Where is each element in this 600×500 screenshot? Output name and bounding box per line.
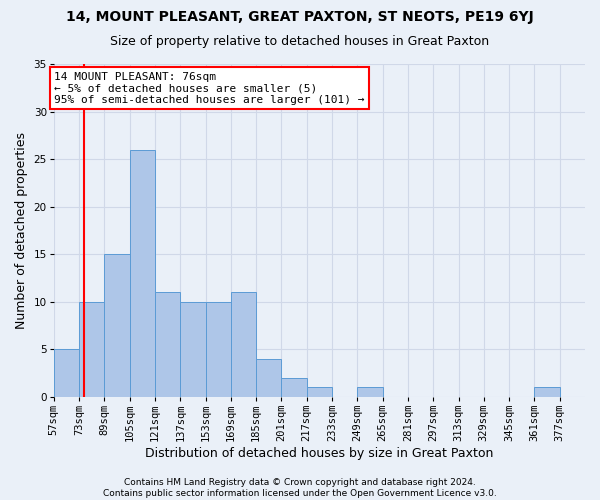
Bar: [307, 388, 332, 397]
Bar: [535, 388, 560, 397]
Bar: [206, 302, 231, 397]
Bar: [155, 292, 180, 397]
Text: Size of property relative to detached houses in Great Paxton: Size of property relative to detached ho…: [110, 35, 490, 48]
Y-axis label: Number of detached properties: Number of detached properties: [15, 132, 28, 329]
Bar: [281, 378, 307, 397]
Bar: [180, 302, 206, 397]
Text: 14 MOUNT PLEASANT: 76sqm
← 5% of detached houses are smaller (5)
95% of semi-det: 14 MOUNT PLEASANT: 76sqm ← 5% of detache…: [54, 72, 365, 105]
Bar: [231, 292, 256, 397]
Bar: [79, 302, 104, 397]
Bar: [130, 150, 155, 397]
Bar: [54, 350, 79, 397]
Text: 14, MOUNT PLEASANT, GREAT PAXTON, ST NEOTS, PE19 6YJ: 14, MOUNT PLEASANT, GREAT PAXTON, ST NEO…: [66, 10, 534, 24]
Bar: [358, 388, 383, 397]
X-axis label: Distribution of detached houses by size in Great Paxton: Distribution of detached houses by size …: [145, 447, 494, 460]
Text: Contains HM Land Registry data © Crown copyright and database right 2024.
Contai: Contains HM Land Registry data © Crown c…: [103, 478, 497, 498]
Bar: [256, 359, 281, 397]
Bar: [104, 254, 130, 397]
